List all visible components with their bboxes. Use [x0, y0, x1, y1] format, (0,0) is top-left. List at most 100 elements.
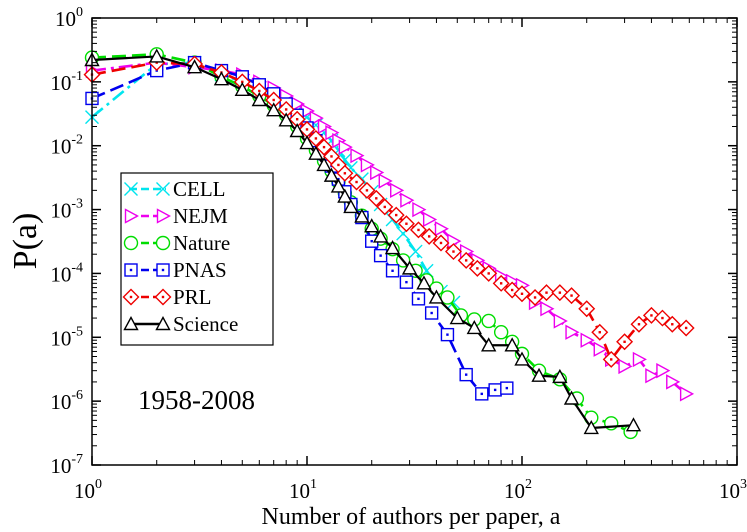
- data-point-nejm: [350, 147, 365, 164]
- data-point-science: [416, 275, 432, 290]
- data-point-prl: [563, 287, 581, 305]
- legend-marker: [155, 235, 171, 251]
- data-point-nejm: [412, 201, 427, 218]
- y-tick-exponent: -2: [71, 133, 83, 148]
- data-point-science: [330, 178, 347, 193]
- data-point-science: [251, 92, 267, 107]
- data-point-prl: [602, 350, 620, 368]
- x-tick-base: 10: [504, 479, 525, 503]
- data-point-science: [401, 260, 418, 275]
- legend-entry: Science: [123, 312, 238, 336]
- data-point-pnas: [475, 387, 489, 401]
- legend-marker: [122, 288, 140, 306]
- data-point-nejm: [565, 324, 580, 340]
- ticks-layer: 100 101 102 10310-710-610-510-410-310-210-1…: [50, 5, 747, 503]
- y-tick-base: 10: [50, 135, 71, 159]
- data-point-science: [384, 240, 401, 255]
- data-point-nejm: [422, 211, 438, 228]
- data-point-science: [234, 81, 250, 97]
- y-tick-base: 10: [50, 71, 71, 95]
- legend: CELL NEJM Nature PNAS PRL Science: [120, 172, 274, 346]
- y-tick-label: 10-5: [50, 324, 83, 350]
- y-tick-label: 10-6: [50, 388, 83, 414]
- legend-label: PNAS: [173, 258, 227, 282]
- data-point-science: [364, 218, 380, 233]
- data-point-prl: [663, 315, 681, 333]
- legend-entry: PNAS: [124, 258, 227, 282]
- data-point-science: [316, 156, 332, 172]
- data-point-prl: [409, 221, 427, 239]
- data-point-science: [504, 337, 520, 352]
- y-tick-label: 10-3: [50, 197, 83, 223]
- data-point-nejm: [593, 341, 608, 357]
- data-point-science: [289, 123, 305, 138]
- legend-marker: [124, 182, 138, 196]
- data-point-science: [354, 208, 370, 223]
- legend-marker: [156, 263, 170, 277]
- data-point-pnas: [459, 367, 473, 382]
- legend-marker: [124, 208, 139, 224]
- y-tick-label: 10-7: [50, 452, 83, 478]
- data-point-prl: [420, 227, 438, 245]
- data-point-nature: [440, 290, 455, 305]
- data-point-prl: [432, 234, 450, 252]
- data-point-prl: [578, 300, 596, 318]
- data-point-nejm: [645, 368, 660, 384]
- data-point-cell: [408, 244, 423, 259]
- data-point-prl: [376, 198, 394, 216]
- data-point-science: [552, 368, 568, 384]
- data-point-prl: [492, 274, 510, 292]
- data-point-pnas: [411, 292, 426, 306]
- x-tick-label: 101: [289, 477, 317, 503]
- data-point-pnas: [440, 327, 455, 342]
- plot-frame: [91, 17, 738, 466]
- x-tick-label: 102: [504, 477, 532, 503]
- data-point-pnas: [500, 381, 514, 395]
- legend-entry: PRL: [122, 285, 212, 309]
- data-point-nejm: [325, 125, 340, 141]
- year-range-annotation: 1958-2008: [138, 385, 255, 415]
- data-point-nejm: [400, 192, 415, 208]
- data-point-prl: [551, 284, 569, 302]
- data-point-pnas: [488, 383, 502, 397]
- legend-marker: [155, 316, 171, 331]
- data-point-science: [186, 59, 203, 74]
- legend-marker: [123, 235, 139, 251]
- data-point-nejm: [434, 221, 449, 237]
- series-prl: [83, 54, 695, 368]
- data-point-science: [337, 188, 353, 203]
- data-point-prl: [642, 306, 660, 324]
- data-point-science: [278, 112, 294, 127]
- data-point-science: [466, 319, 482, 335]
- data-point-nejm: [632, 351, 647, 368]
- data-point-nejm: [666, 374, 681, 390]
- data-point-prl: [513, 285, 531, 303]
- legend-box: [120, 172, 274, 346]
- data-point-prl: [677, 319, 695, 337]
- legend-label: Science: [173, 312, 238, 336]
- series-science: [84, 48, 642, 435]
- data-point-science: [625, 417, 642, 432]
- legend-marker: [156, 182, 170, 196]
- legend-entry: NEJM: [124, 204, 228, 228]
- legend-label: Nature: [173, 231, 230, 255]
- data-point-nejm: [656, 362, 671, 379]
- data-point-prl: [616, 333, 634, 351]
- data-point-science: [514, 351, 530, 366]
- y-tick-exponent: -1: [71, 69, 83, 84]
- data-point-prl: [591, 323, 609, 341]
- data-point-nejm: [679, 386, 695, 402]
- data-point-pnas: [385, 264, 400, 278]
- data-point-prl: [480, 264, 498, 282]
- data-point-prl: [367, 189, 385, 207]
- y-tick-exponent: 0: [76, 5, 83, 20]
- x-tick-base: 10: [74, 479, 95, 503]
- y-tick-base: 10: [55, 7, 76, 31]
- data-point-science: [149, 48, 165, 63]
- legend-label: NEJM: [173, 204, 228, 228]
- data-point-prl: [538, 284, 555, 302]
- data-point-science: [308, 145, 324, 160]
- data-point-nejm: [553, 313, 568, 329]
- y-tick-label: 10-4: [50, 260, 83, 286]
